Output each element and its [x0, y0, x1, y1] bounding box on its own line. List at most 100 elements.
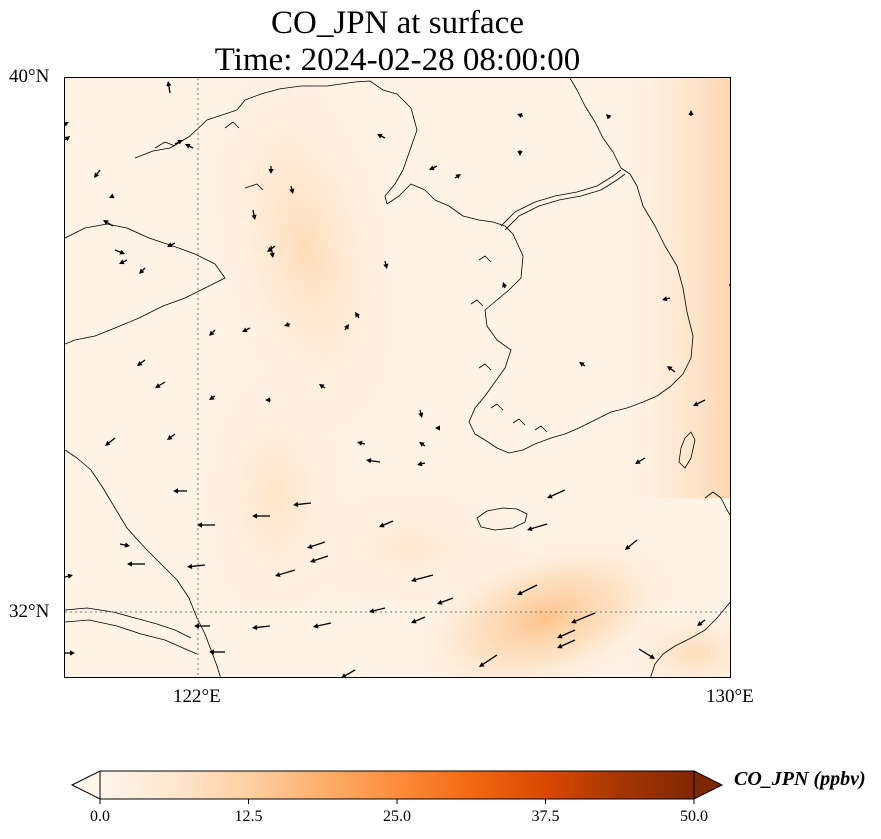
wind-vector-77	[688, 110, 694, 116]
colorbar-tick-2: 25.0	[383, 808, 411, 825]
map-time-subtitle: Time: 2024-02-28 08:00:00	[214, 42, 581, 78]
wind-vector-44	[310, 555, 329, 563]
wind-vector-59	[479, 654, 498, 667]
lat-label-32n: 32°N	[9, 601, 50, 622]
korea-west-islands	[470, 255, 548, 433]
colorbar-tick-1: 12.5	[234, 808, 263, 825]
wind-vector-30	[419, 442, 426, 447]
wind-vector-38	[307, 541, 326, 549]
colorbar-tick-0: 0.0	[90, 808, 110, 825]
lat-label-40n: 40°N	[9, 66, 50, 87]
wind-vector-2	[94, 169, 101, 178]
wind-vector-42	[65, 573, 73, 579]
wind-vector-57	[557, 629, 576, 639]
wind-vector-64	[103, 220, 114, 227]
wind-vector-8	[251, 209, 257, 220]
wind-vector-18	[242, 327, 251, 333]
wind-vector-70	[667, 366, 676, 373]
wind-vector-12	[167, 242, 176, 248]
wind-vector-65	[119, 259, 128, 265]
wind-vector-28	[357, 440, 366, 446]
wind-vector-50	[65, 650, 75, 656]
wind-vector-4	[174, 139, 183, 145]
colorbar-extend-max-triangle	[693, 770, 724, 800]
wind-vector-36	[127, 561, 145, 567]
wind-vector-69	[693, 399, 706, 407]
wind-vector-58	[557, 639, 576, 649]
wind-vector-43	[275, 569, 296, 578]
wind-vector-23	[265, 397, 271, 403]
colorbar-tick-3: 37.5	[531, 808, 560, 825]
wind-vector-66	[435, 425, 440, 431]
wind-vector-13	[269, 245, 275, 258]
tsushima-island	[678, 431, 696, 469]
field-hotspot-south	[414, 539, 676, 677]
wind-vector-46	[369, 607, 386, 614]
wind-vector-72	[517, 150, 523, 156]
colorbar-tick-4: 50.0	[680, 808, 708, 825]
wind-vector-52	[252, 624, 271, 631]
wind-vector-73	[454, 174, 461, 179]
wind-vector-53	[313, 622, 332, 629]
wind-vector-81	[377, 133, 386, 139]
wind-vector-21	[155, 381, 166, 388]
wind-vector-45	[411, 574, 434, 583]
map-svg	[65, 78, 730, 677]
wind-vector-19	[284, 321, 291, 327]
wind-vector-68	[635, 457, 646, 464]
field-east-edge	[625, 78, 730, 498]
wind-vector-25	[418, 409, 424, 418]
wind-vector-33	[252, 513, 270, 519]
lon-label-130e: 130°E	[706, 686, 754, 707]
wind-vector-17	[209, 329, 216, 336]
lon-label-122e: 122°E	[173, 686, 221, 707]
wind-vector-41	[547, 489, 566, 499]
map-title: CO_JPN at surface	[271, 5, 524, 41]
wind-vector-63	[65, 121, 69, 127]
field-plume-north	[212, 78, 398, 435]
wind-vector-7	[289, 185, 295, 194]
wind-vector-55	[411, 616, 426, 624]
wind-vector-32	[197, 522, 215, 528]
wind-vector-11	[139, 267, 146, 274]
colorbar-gradient	[99, 770, 695, 800]
wind-vector-3	[109, 193, 115, 199]
colorbar	[70, 770, 724, 804]
wind-vector-80	[429, 165, 438, 171]
map-panel	[64, 77, 731, 678]
wind-vector-27	[105, 437, 116, 446]
wind-vector-62	[209, 649, 225, 655]
bohai-islands	[154, 121, 264, 191]
wind-vector-37	[187, 563, 206, 570]
wind-vector-49	[625, 539, 638, 550]
wind-vector-48	[517, 584, 538, 596]
wind-vector-26	[167, 433, 176, 440]
wind-vector-31	[173, 488, 187, 494]
coast-korea-south	[508, 78, 694, 454]
wind-vector-60	[638, 648, 655, 659]
jeju-island	[476, 507, 528, 531]
wind-vector-16	[344, 324, 349, 331]
wind-vector-75	[662, 296, 671, 302]
wind-vector-79	[517, 113, 524, 119]
wind-vector-56	[571, 612, 596, 624]
coast-yangtze-south	[65, 619, 198, 655]
wind-vector-51	[194, 623, 210, 629]
wind-vector-1	[65, 136, 70, 142]
wind-vector-78	[606, 114, 612, 120]
wind-vector-5	[185, 143, 194, 149]
wind-vector-29	[366, 458, 381, 464]
wind-vector-10	[114, 249, 125, 255]
wind-vector-35	[119, 542, 130, 548]
wind-vector-40	[527, 523, 548, 532]
gridlines	[65, 78, 730, 677]
wind-vector-47	[437, 597, 454, 605]
wind-vector-67	[417, 461, 426, 467]
coast-korea-west	[386, 183, 524, 454]
coastlines	[65, 78, 730, 677]
korea-dmz-border-2	[504, 173, 626, 231]
wind-vector-6	[268, 166, 274, 174]
wind-vector-34	[293, 501, 312, 508]
colorbar-label: CO_JPN (ppbv)	[734, 768, 866, 790]
wind-vector-24	[319, 384, 326, 389]
